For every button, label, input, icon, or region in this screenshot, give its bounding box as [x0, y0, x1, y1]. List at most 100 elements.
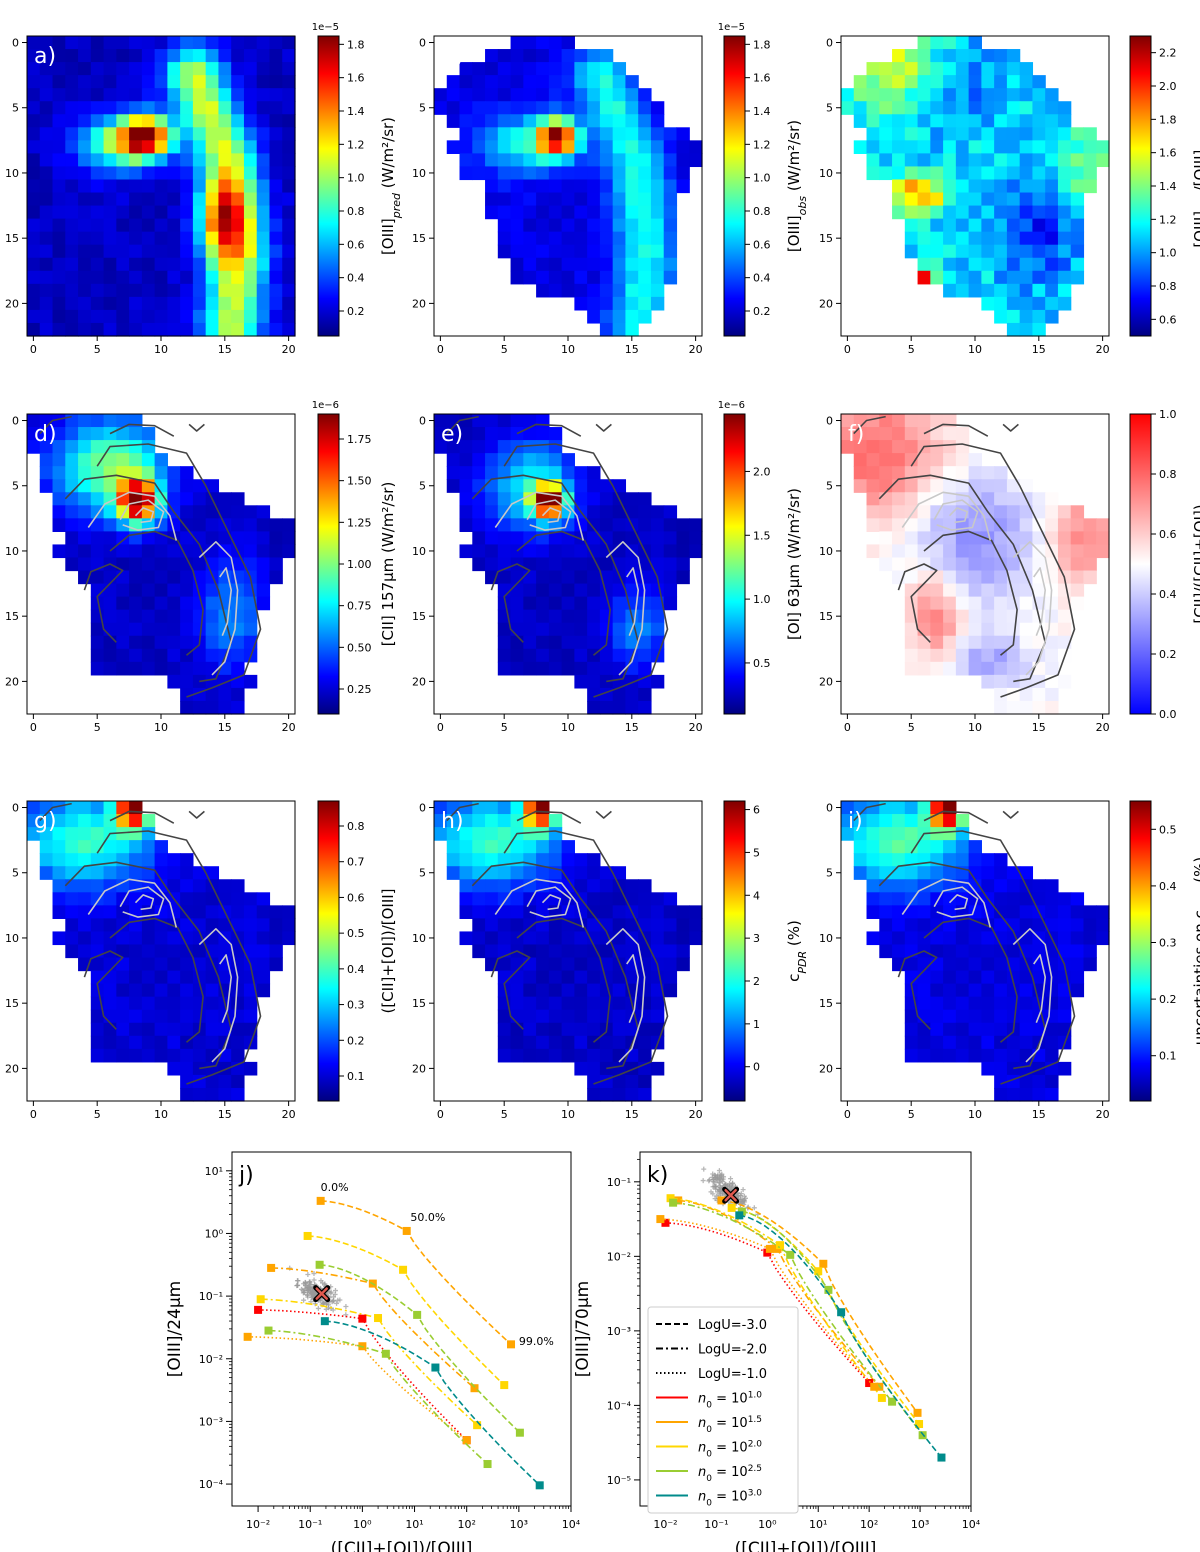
map-pixel: [243, 270, 258, 285]
map-pixel: [904, 49, 919, 63]
map-pixel: [523, 661, 537, 676]
map-pixel: [459, 931, 473, 946]
map-pixel: [1032, 970, 1046, 985]
map-pixel: [129, 101, 143, 115]
map-pixel: [472, 827, 486, 841]
x-tick-label: 20: [689, 721, 703, 734]
x-tick-label: 10: [968, 721, 982, 734]
map-pixel: [955, 166, 970, 181]
map-panel-b: 0 5 10 15 2005101520b)0.20.40.60.81.01.21.41…: [412, 22, 809, 356]
map-pixel: [459, 127, 473, 141]
map-pixel: [930, 827, 944, 841]
map-pixel: [955, 101, 970, 115]
map-pixel: [853, 866, 868, 880]
map-pixel: [180, 127, 194, 141]
map-pixel: [78, 531, 92, 546]
data-point: [334, 1300, 340, 1306]
map-pixel: [943, 957, 957, 972]
map-pixel: [103, 283, 117, 298]
map-pixel: [548, 931, 563, 946]
map-pixel: [1006, 88, 1021, 102]
colorbar-tick-label: 1.0: [347, 172, 365, 185]
map-pixel: [180, 140, 194, 154]
map-pixel: [536, 661, 550, 676]
map-pixel: [256, 114, 271, 128]
map-pixel: [497, 879, 512, 893]
map-pixel: [129, 596, 143, 611]
map-pixel: [1045, 957, 1059, 972]
map-pixel: [78, 205, 92, 220]
map-pixel: [116, 1048, 130, 1063]
map-pixel: [243, 609, 258, 624]
map-pixel: [523, 179, 537, 194]
map-pixel: [536, 944, 550, 959]
map-pixel: [548, 944, 563, 959]
map-pixel: [243, 1061, 258, 1076]
map-pixel: [638, 596, 652, 611]
map-pixel: [523, 270, 537, 285]
y-tick-label: 10⁻³: [199, 1415, 223, 1428]
model-line: [660, 1218, 875, 1388]
map-pixel: [548, 557, 563, 572]
map-pixel: [866, 879, 880, 893]
map-pixel: [638, 257, 652, 272]
x-tick-label: 20: [282, 343, 296, 356]
map-pixel: [52, 479, 66, 493]
map-pixel: [1006, 479, 1021, 493]
map-pixel: [65, 918, 79, 933]
map-pixel: [536, 244, 550, 259]
map-pixel: [917, 1048, 931, 1063]
map-pixel: [1032, 583, 1046, 598]
model-marker: [381, 1349, 390, 1358]
map-pixel: [192, 270, 207, 285]
map-pixel: [282, 192, 296, 207]
map-pixel: [282, 88, 296, 102]
map-pixel: [218, 62, 232, 76]
map-pixel: [904, 218, 919, 233]
map-pixel: [536, 1009, 550, 1024]
map-pixel: [917, 648, 931, 663]
colorbar-tick-label: 0.2: [347, 1034, 365, 1047]
map-pixel: [917, 101, 931, 115]
map-pixel: [231, 892, 245, 906]
map-pixel: [1070, 970, 1085, 985]
map-pixel: [599, 205, 614, 220]
map-pixel: [574, 853, 588, 867]
map-pixel: [218, 270, 232, 285]
map-pixel: [141, 270, 156, 285]
map-pixel: [574, 879, 588, 893]
map-pixel: [612, 179, 627, 194]
map-pixel: [472, 892, 486, 906]
map-pixel: [154, 218, 168, 233]
map-pixel: [167, 635, 181, 650]
map-pixel: [650, 296, 665, 311]
map-pixel: [955, 531, 970, 546]
map-pixel: [904, 583, 919, 598]
map-pixel: [955, 127, 970, 141]
map-pixel: [561, 957, 575, 972]
map-pixel: [52, 270, 66, 285]
map-pixel: [485, 114, 499, 128]
map-pixel: [955, 983, 970, 998]
map-pixel: [994, 166, 1008, 181]
map-pixel: [256, 205, 271, 220]
map-pixel: [52, 75, 66, 89]
map-pixel: [129, 231, 143, 246]
colorbar-tick-label: 3: [753, 932, 760, 945]
map-pixel: [1057, 596, 1072, 611]
map-pixel: [78, 62, 92, 76]
map-pixel: [129, 283, 143, 298]
y-tick-label: 10: [5, 167, 19, 180]
map-pixel: [917, 205, 931, 220]
colorbar-tick-label: 0.2: [753, 305, 771, 318]
map-pixel: [1070, 127, 1085, 141]
map-pixel: [955, 583, 970, 598]
map-pixel: [1019, 583, 1034, 598]
model-marker: [814, 1267, 823, 1276]
x-tick-label: 5: [501, 343, 508, 356]
map-pixel: [497, 114, 512, 128]
map-pixel: [231, 296, 245, 311]
map-pixel: [1019, 205, 1034, 220]
map-pixel: [1019, 1087, 1034, 1102]
map-pixel: [459, 414, 473, 428]
